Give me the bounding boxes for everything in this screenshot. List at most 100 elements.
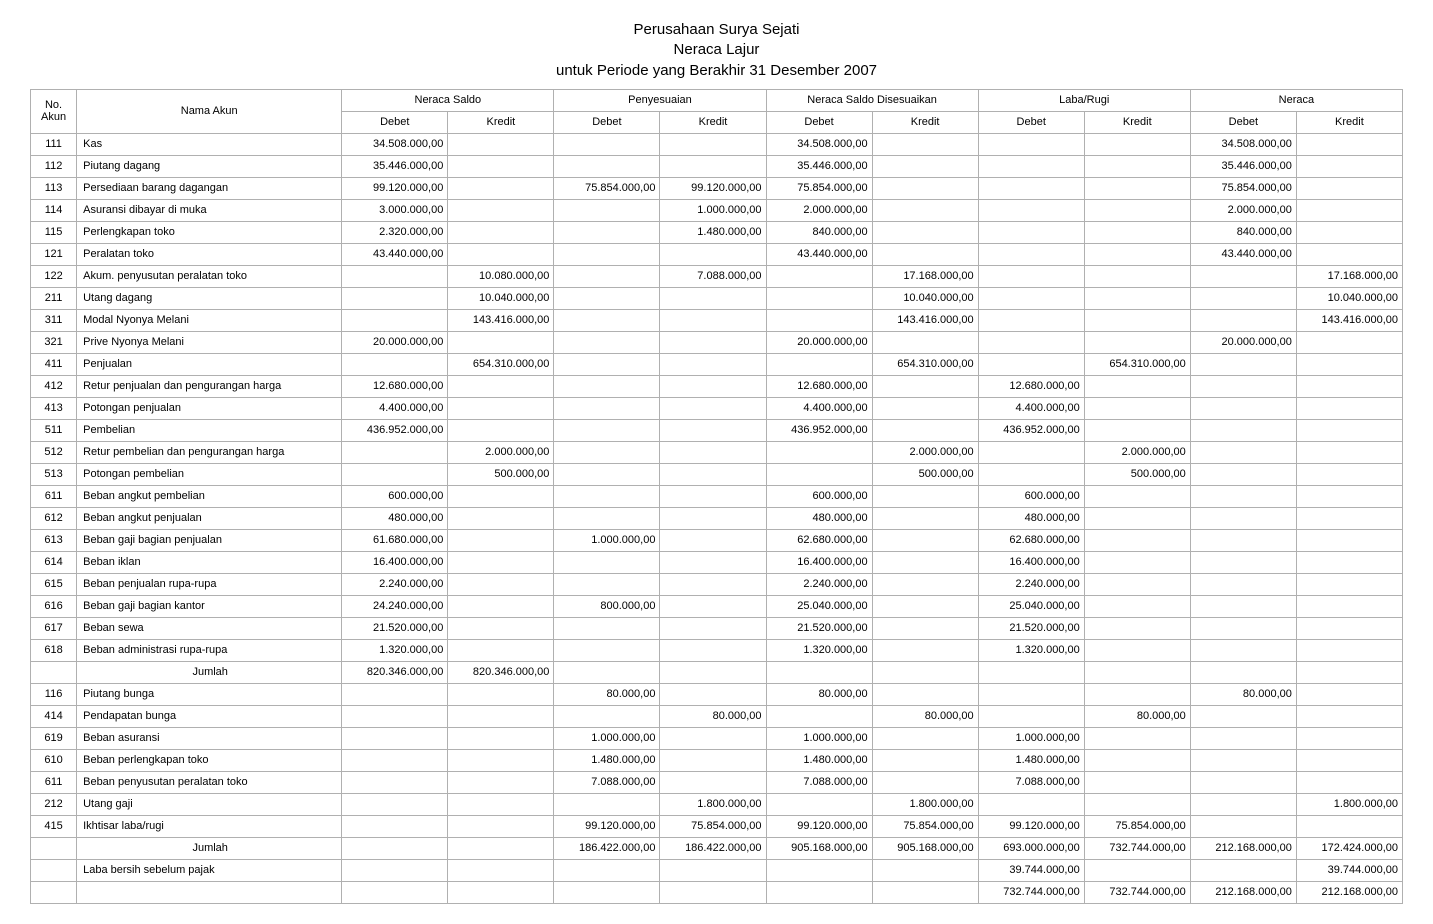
table-row: 412Retur penjualan dan pengurangan harga… xyxy=(31,375,1403,397)
table-body: 111Kas34.508.000,0034.508.000,0034.508.0… xyxy=(31,133,1403,903)
cell-amount xyxy=(1296,353,1402,375)
cell-amount xyxy=(1084,639,1190,661)
cell-amount xyxy=(1190,595,1296,617)
cell-no: 122 xyxy=(31,265,77,287)
cell-nama: Penjualan xyxy=(77,353,342,375)
table-row: 613Beban gaji bagian penjualan61.680.000… xyxy=(31,529,1403,551)
cell-no: 311 xyxy=(31,309,77,331)
cell-amount: 24.240.000,00 xyxy=(342,595,448,617)
cell-amount xyxy=(342,881,448,903)
cell-amount xyxy=(554,221,660,243)
cell-amount xyxy=(342,771,448,793)
cell-amount xyxy=(978,155,1084,177)
cell-amount xyxy=(1084,793,1190,815)
cell-amount xyxy=(342,749,448,771)
cell-nama: Retur pembelian dan pengurangan harga xyxy=(77,441,342,463)
cell-amount xyxy=(660,419,766,441)
cell-amount xyxy=(1084,375,1190,397)
cell-amount: 1.480.000,00 xyxy=(978,749,1084,771)
cell-amount xyxy=(1190,661,1296,683)
cell-no: 619 xyxy=(31,727,77,749)
cell-amount xyxy=(554,859,660,881)
cell-amount xyxy=(872,881,978,903)
cell-amount: 34.508.000,00 xyxy=(766,133,872,155)
cell-nama: Beban angkut penjualan xyxy=(77,507,342,529)
col-group-0: Neraca Saldo xyxy=(342,89,554,111)
cell-amount xyxy=(342,353,448,375)
cell-amount xyxy=(448,507,554,529)
cell-amount xyxy=(554,419,660,441)
cell-amount xyxy=(766,441,872,463)
cell-amount xyxy=(978,793,1084,815)
cell-amount xyxy=(1296,639,1402,661)
cell-amount: 16.400.000,00 xyxy=(342,551,448,573)
cell-amount xyxy=(1296,661,1402,683)
cell-amount xyxy=(342,287,448,309)
cell-nama: Jumlah xyxy=(77,661,342,683)
cell-amount xyxy=(554,485,660,507)
cell-amount xyxy=(1084,177,1190,199)
cell-amount: 4.400.000,00 xyxy=(766,397,872,419)
cell-amount xyxy=(1296,419,1402,441)
cell-amount: 10.040.000,00 xyxy=(872,287,978,309)
cell-amount xyxy=(1190,727,1296,749)
cell-amount: 75.854.000,00 xyxy=(1084,815,1190,837)
table-row: 414Pendapatan bunga80.000,0080.000,0080.… xyxy=(31,705,1403,727)
cell-amount xyxy=(978,221,1084,243)
cell-amount xyxy=(1296,573,1402,595)
cell-no xyxy=(31,661,77,683)
cell-amount xyxy=(554,507,660,529)
cell-amount: 436.952.000,00 xyxy=(766,419,872,441)
cell-amount xyxy=(554,617,660,639)
col-group-3: Laba/Rugi xyxy=(978,89,1190,111)
cell-nama: Pendapatan bunga xyxy=(77,705,342,727)
cell-no: 115 xyxy=(31,221,77,243)
cell-amount: 1.320.000,00 xyxy=(342,639,448,661)
cell-amount xyxy=(872,155,978,177)
cell-amount: 4.400.000,00 xyxy=(342,397,448,419)
cell-amount xyxy=(554,705,660,727)
cell-amount: 35.446.000,00 xyxy=(1190,155,1296,177)
cell-amount: 99.120.000,00 xyxy=(342,177,448,199)
cell-amount: 2.000.000,00 xyxy=(448,441,554,463)
cell-amount: 186.422.000,00 xyxy=(554,837,660,859)
table-row: 611Beban angkut pembelian600.000,00600.0… xyxy=(31,485,1403,507)
cell-amount xyxy=(554,199,660,221)
cell-amount: 500.000,00 xyxy=(448,463,554,485)
cell-amount xyxy=(1190,397,1296,419)
cell-amount xyxy=(1190,639,1296,661)
cell-amount: 2.000.000,00 xyxy=(1084,441,1190,463)
cell-amount xyxy=(448,881,554,903)
cell-amount: 480.000,00 xyxy=(342,507,448,529)
cell-amount: 2.000.000,00 xyxy=(872,441,978,463)
cell-amount: 143.416.000,00 xyxy=(1296,309,1402,331)
col-debet: Debet xyxy=(1190,111,1296,133)
cell-amount xyxy=(1084,529,1190,551)
cell-no: 412 xyxy=(31,375,77,397)
cell-amount: 654.310.000,00 xyxy=(872,353,978,375)
cell-amount xyxy=(1296,133,1402,155)
cell-amount xyxy=(554,639,660,661)
cell-no: 613 xyxy=(31,529,77,551)
cell-amount xyxy=(554,243,660,265)
cell-amount: 732.744.000,00 xyxy=(1084,837,1190,859)
cell-amount: 1.480.000,00 xyxy=(554,749,660,771)
cell-amount: 1.000.000,00 xyxy=(660,199,766,221)
cell-no: 618 xyxy=(31,639,77,661)
cell-amount xyxy=(1084,265,1190,287)
cell-amount xyxy=(978,353,1084,375)
cell-amount: 654.310.000,00 xyxy=(448,353,554,375)
cell-amount: 21.520.000,00 xyxy=(978,617,1084,639)
cell-amount xyxy=(1296,595,1402,617)
cell-amount: 143.416.000,00 xyxy=(448,309,554,331)
cell-no xyxy=(31,881,77,903)
table-row: 122Akum. penyusutan peralatan toko10.080… xyxy=(31,265,1403,287)
cell-no: 212 xyxy=(31,793,77,815)
cell-amount: 212.168.000,00 xyxy=(1296,881,1402,903)
cell-amount xyxy=(872,397,978,419)
col-group-4: Neraca xyxy=(1190,89,1402,111)
cell-amount xyxy=(1190,485,1296,507)
cell-amount xyxy=(872,133,978,155)
cell-amount: 25.040.000,00 xyxy=(766,595,872,617)
cell-amount xyxy=(1084,221,1190,243)
